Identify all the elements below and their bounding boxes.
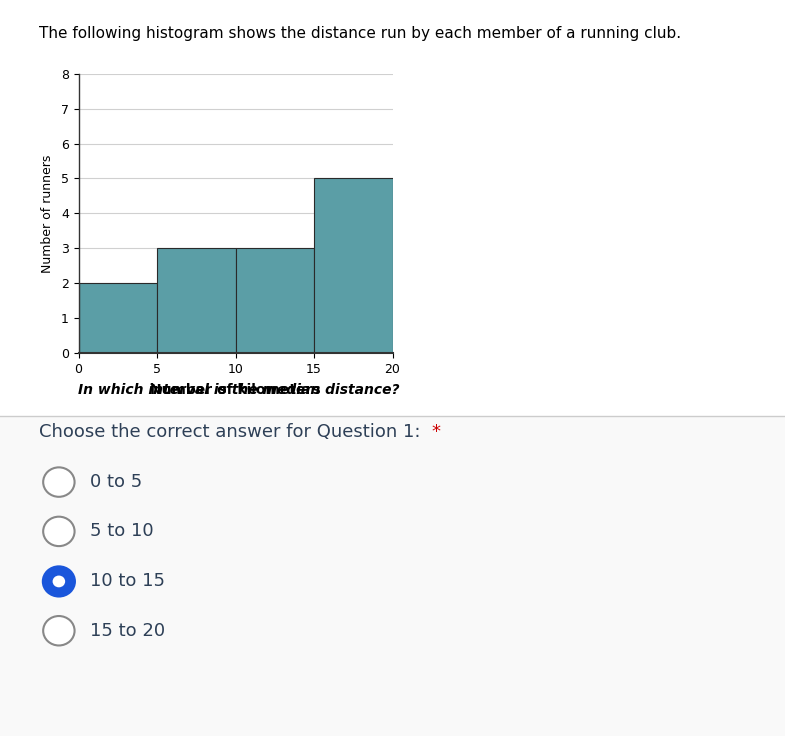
Text: 15 to 20: 15 to 20 <box>90 622 166 640</box>
Text: 5 to 10: 5 to 10 <box>90 523 154 540</box>
Text: 0 to 5: 0 to 5 <box>90 473 143 491</box>
X-axis label: Number of kilometers: Number of kilometers <box>150 383 321 397</box>
Bar <box>236 249 314 353</box>
Text: *: * <box>432 423 440 441</box>
Bar <box>157 249 236 353</box>
Bar <box>314 179 392 353</box>
Text: 10 to 15: 10 to 15 <box>90 573 166 590</box>
Text: The following histogram shows the distance run by each member of a running club.: The following histogram shows the distan… <box>39 26 681 40</box>
Text: Choose the correct answer for Question 1:: Choose the correct answer for Question 1… <box>39 423 421 441</box>
Bar <box>78 283 157 353</box>
Y-axis label: Number of runners: Number of runners <box>41 155 54 272</box>
Text: In which interval is the median distance?: In which interval is the median distance… <box>78 383 400 397</box>
